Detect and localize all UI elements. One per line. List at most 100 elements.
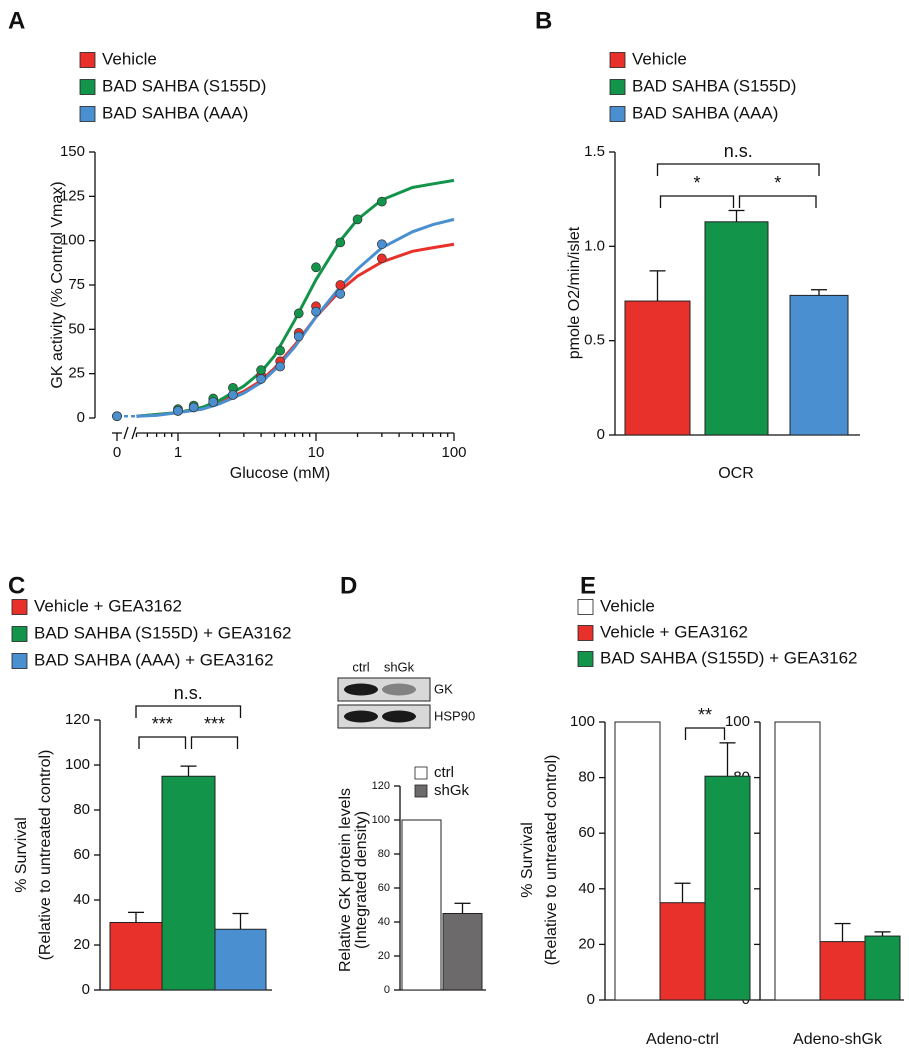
bar: [789, 294, 849, 436]
y-tick-label: 20: [378, 950, 390, 962]
y-tick-label: 40: [73, 891, 90, 908]
blot-band: [344, 683, 378, 696]
data-point: [335, 289, 346, 299]
fit-curve: [136, 217, 455, 418]
x-tick-label: 0: [113, 444, 121, 461]
data-point: [173, 406, 183, 416]
y-tick-label: 100: [60, 232, 85, 249]
data-point: [228, 390, 238, 400]
legend-swatch: [577, 651, 594, 667]
blot-band: [382, 683, 416, 696]
significance-bracket: [135, 705, 242, 718]
bar: [774, 721, 821, 1001]
axis-break: [131, 426, 137, 440]
blot-band-label: HSP90: [434, 708, 475, 723]
x-tick-label: Adeno-ctrl: [646, 1031, 719, 1048]
legend-swatch: [609, 79, 626, 95]
panel-letter: B: [535, 7, 552, 34]
blot-band: [344, 710, 378, 723]
legend-swatch: [79, 79, 96, 95]
y-tick-label: 25: [68, 365, 85, 382]
y-tick-label: 1.0: [584, 237, 605, 254]
y-axis-label: GK activity (% Control Vmax): [49, 181, 66, 388]
legend-swatch: [577, 625, 594, 641]
y-tick-label: 100: [372, 814, 390, 826]
y-tick-label: 120: [372, 780, 390, 792]
y-tick-label: 0: [77, 409, 85, 426]
data-point: [335, 237, 346, 248]
legend-label: BAD SAHBA (AAA): [102, 103, 248, 122]
legend-label: BAD SAHBA (AAA) + GEA3162: [34, 650, 274, 669]
data-point: [352, 214, 363, 225]
data-point: [293, 331, 304, 342]
y-axis-label: (Relative to untreated control): [37, 750, 54, 961]
y-tick-label: 120: [65, 711, 90, 728]
y-tick-label: 100: [725, 713, 750, 730]
axis-break: [123, 426, 129, 440]
data-point: [208, 397, 219, 407]
y-axis-label: (Relative to untreated control): [543, 755, 560, 966]
significance-bracket: [659, 195, 735, 208]
legend-swatch: [11, 653, 28, 669]
y-tick-label: 100: [570, 713, 595, 730]
y-tick-label: 100: [65, 756, 90, 773]
significance-bracket: [656, 163, 820, 176]
panel-letter: D: [340, 572, 357, 599]
legend-label: ctrl: [434, 764, 454, 781]
bar: [109, 922, 163, 991]
data-point: [188, 402, 199, 413]
legend-label: shGk: [434, 782, 470, 799]
y-tick-label: 75: [68, 276, 85, 293]
significance-bracket: [190, 736, 239, 749]
y-tick-label: 125: [60, 187, 85, 204]
y-tick-label: 80: [578, 769, 595, 786]
x-tick-label: Adeno-shGk: [793, 1031, 883, 1048]
significance-bracket: [684, 727, 726, 740]
significance-bracket: [738, 195, 817, 208]
significance-label: *: [693, 173, 700, 193]
y-axis-label: (Integrated density): [353, 811, 370, 949]
x-tick-label: 100: [441, 444, 466, 461]
y-tick-label: 0: [587, 991, 595, 1008]
legend-label: BAD SAHBA (S155D): [102, 76, 266, 95]
bar: [659, 902, 706, 1001]
y-tick-label: 1.5: [584, 143, 605, 160]
legend-swatch: [79, 106, 96, 122]
legend-swatch: [11, 626, 28, 642]
data-point: [376, 253, 387, 264]
legend-label: Vehicle + GEA3162: [600, 622, 748, 641]
x-tick-label: 10: [308, 444, 325, 461]
significance-label: n.s.: [724, 141, 753, 161]
y-tick-label: 40: [378, 916, 390, 928]
legend-label: Vehicle: [600, 596, 655, 615]
legend-label: BAD SAHBA (AAA): [632, 103, 778, 122]
data-point: [335, 280, 346, 290]
legend-label: Vehicle: [102, 49, 157, 68]
significance-label: n.s.: [174, 683, 203, 703]
y-axis-label: % Survival: [13, 817, 30, 893]
x-axis-label: Glucose (mM): [230, 465, 330, 482]
y-tick-label: 20: [73, 936, 90, 953]
y-tick-label: 0: [82, 981, 90, 998]
y-tick-label: 40: [578, 880, 595, 897]
data-point: [293, 308, 304, 319]
bar: [704, 221, 769, 436]
fit-curve: [136, 178, 455, 418]
y-tick-label: 60: [578, 824, 595, 841]
legend-swatch: [11, 599, 28, 615]
y-tick-label: 60: [73, 846, 90, 863]
legend-label: BAD SAHBA (S155D): [632, 76, 796, 95]
panel-letter: C: [8, 572, 25, 599]
data-point: [256, 365, 266, 375]
legend-swatch: [414, 766, 428, 780]
bar: [624, 300, 691, 436]
bar: [442, 913, 483, 991]
legend-label: BAD SAHBA (S155D) + GEA3162: [34, 623, 292, 642]
data-point: [376, 239, 387, 250]
legend-swatch: [577, 599, 594, 615]
bar: [614, 721, 661, 1001]
bar: [819, 941, 866, 1001]
bar: [704, 775, 751, 1001]
data-point: [311, 262, 321, 273]
